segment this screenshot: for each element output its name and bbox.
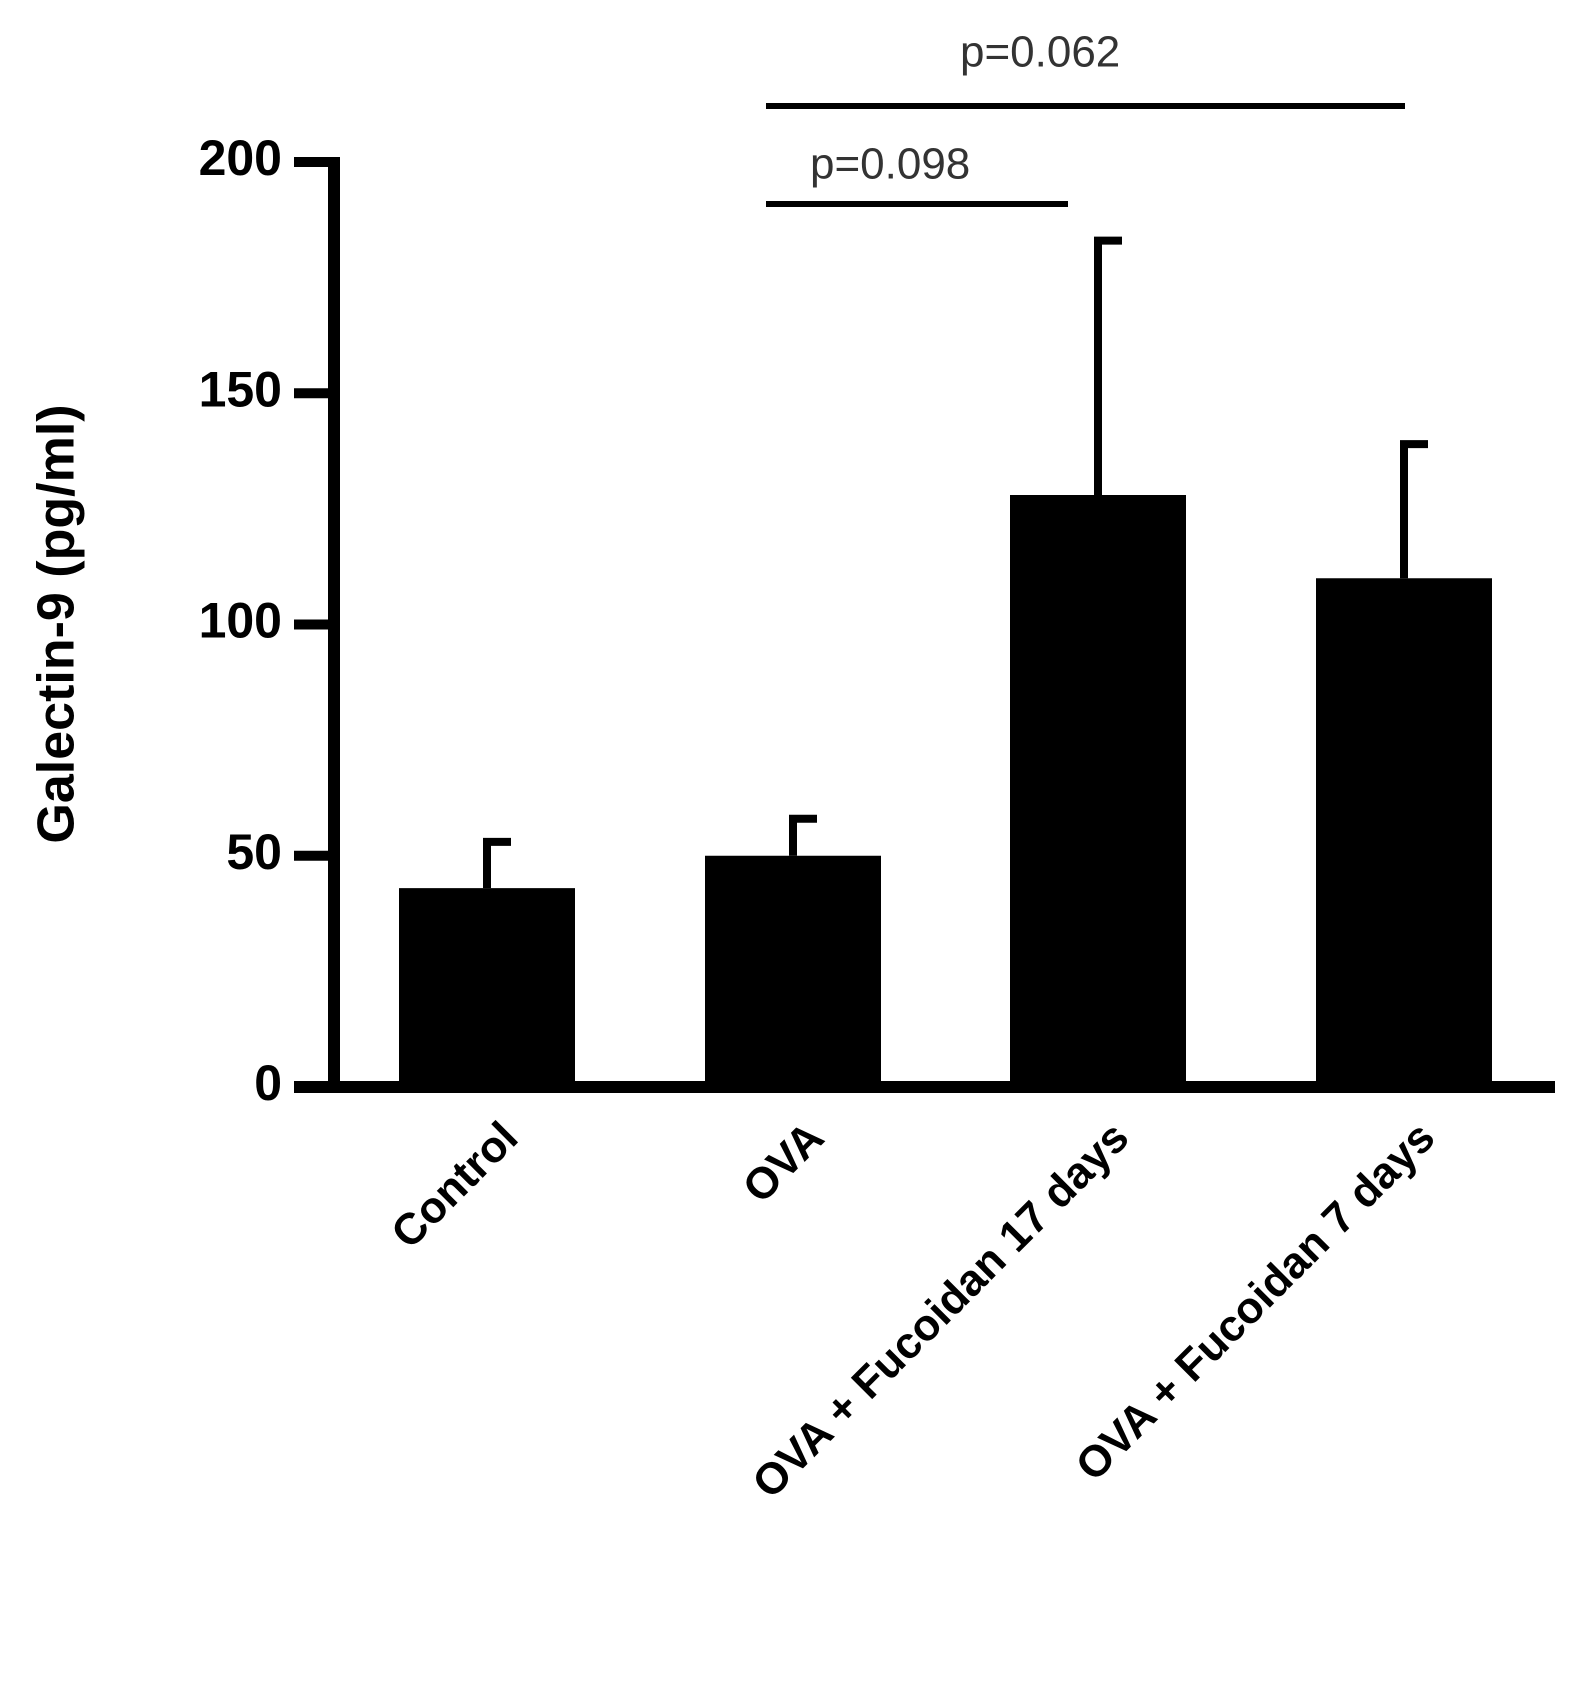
significance-label: p=0.062 — [960, 28, 1120, 77]
y-tick-label: 0 — [254, 1055, 282, 1111]
bar — [1316, 578, 1492, 1087]
y-tick-label: 50 — [226, 824, 282, 880]
bar — [705, 855, 881, 1087]
bar — [399, 888, 575, 1087]
y-tick-label: 100 — [199, 593, 282, 649]
y-axis-label: Galectin-9 (pg/ml) — [28, 404, 86, 843]
significance-label: p=0.098 — [810, 140, 970, 189]
y-tick-label: 150 — [199, 361, 282, 417]
x-tick-label: OVA — [734, 1113, 834, 1213]
bar — [1010, 495, 1186, 1087]
x-tick-label: Control — [382, 1113, 527, 1258]
y-tick-label: 200 — [199, 130, 282, 186]
x-tick-label: OVA + Fucoidan 7 days — [1066, 1113, 1444, 1491]
